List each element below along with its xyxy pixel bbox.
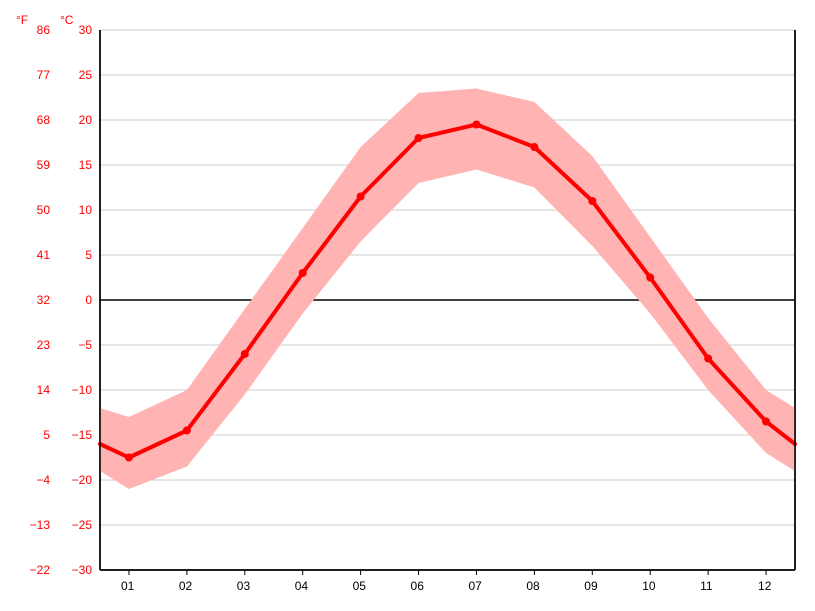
y-c-tick-label: −10: [72, 384, 92, 396]
y-c-tick-label: −25: [72, 519, 92, 531]
x-tick-label: 03: [237, 580, 250, 592]
x-tick-label: 12: [758, 580, 771, 592]
x-tick-label: 10: [642, 580, 655, 592]
unit-c-label: °C: [60, 14, 73, 26]
y-c-tick-label: 5: [85, 249, 92, 261]
y-c-tick-label: −20: [72, 474, 92, 486]
y-c-tick-label: −5: [78, 339, 92, 351]
y-f-tick-label: 77: [37, 69, 50, 81]
y-c-tick-label: −15: [72, 429, 92, 441]
x-tick-label: 08: [526, 580, 539, 592]
x-tick-label: 09: [584, 580, 597, 592]
x-tick-label: 06: [411, 580, 424, 592]
y-c-tick-label: −30: [72, 564, 92, 576]
x-tick-label: 07: [468, 580, 481, 592]
y-f-tick-label: 68: [37, 114, 50, 126]
y-f-tick-label: 59: [37, 159, 50, 171]
y-f-tick-label: 23: [37, 339, 50, 351]
x-tick-label: 01: [121, 580, 134, 592]
x-tick-label: 11: [700, 580, 712, 592]
chart-svg: [0, 0, 815, 611]
temperature-chart: °F °C −30−22−25−13−20−4−155−1014−5230325…: [0, 0, 815, 611]
y-c-tick-label: 25: [79, 69, 92, 81]
y-c-tick-label: 20: [79, 114, 92, 126]
y-c-tick-label: 15: [79, 159, 92, 171]
x-tick-label: 05: [353, 580, 366, 592]
y-f-tick-label: −13: [30, 519, 50, 531]
y-f-tick-label: 86: [37, 24, 50, 36]
y-f-tick-label: −22: [30, 564, 50, 576]
y-f-tick-label: 32: [37, 294, 50, 306]
y-f-tick-label: 50: [37, 204, 50, 216]
y-f-tick-label: 41: [37, 249, 50, 261]
unit-f-label: °F: [16, 14, 28, 26]
y-f-tick-label: 14: [37, 384, 50, 396]
x-tick-label: 04: [295, 580, 308, 592]
y-c-tick-label: 0: [85, 294, 92, 306]
y-c-tick-label: 10: [79, 204, 92, 216]
y-f-tick-label: −4: [36, 474, 50, 486]
x-tick-label: 02: [179, 580, 192, 592]
y-c-tick-label: 30: [79, 24, 92, 36]
y-f-tick-label: 5: [43, 429, 50, 441]
